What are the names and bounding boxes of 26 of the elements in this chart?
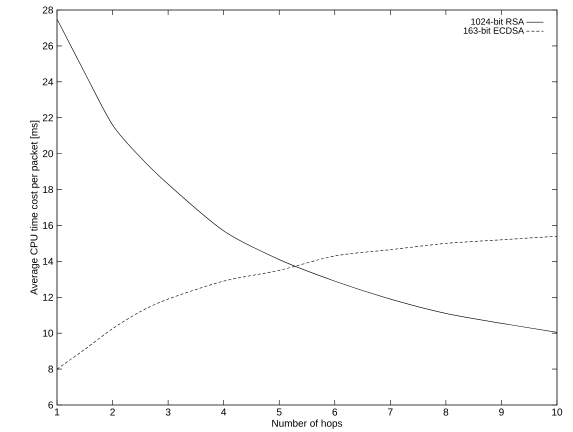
x-axis-title: Number of hops [272,419,342,429]
y-tick-label: 24 [42,78,54,86]
x-tick-label: 4 [221,408,226,416]
y-tick-label: 8 [48,365,54,373]
y-tick-label: 14 [43,258,54,265]
x-tick-label: 10 [552,408,562,416]
x-tick-label: 8 [444,408,448,416]
x-tick-label: 1 [54,408,60,416]
legend-label: 163-bit ECDSA [464,27,524,34]
y-tick-label: 10 [43,330,54,337]
x-tick-label: 2 [110,408,115,416]
x-tick-label: 5 [276,408,282,416]
legend-label: 1024-bit RSA [471,18,524,25]
x-tick-label: 9 [499,408,504,416]
y-tick-label: 22 [42,114,53,122]
x-tick-label: 3 [166,408,170,416]
x-tick-label: 6 [332,408,338,416]
y-axis-title: Average CPU time cost per packet [ms] [30,120,40,295]
x-tick-label: 7 [388,408,393,416]
y-tick-label: 26 [42,42,54,50]
y-tick-label: 28 [42,6,54,14]
y-tick-label: 12 [43,294,53,301]
y-tick-label: 16 [43,222,54,229]
y-tick-label: 18 [43,186,54,194]
y-tick-label: 20 [42,150,54,158]
y-tick-label: 6 [48,401,54,408]
